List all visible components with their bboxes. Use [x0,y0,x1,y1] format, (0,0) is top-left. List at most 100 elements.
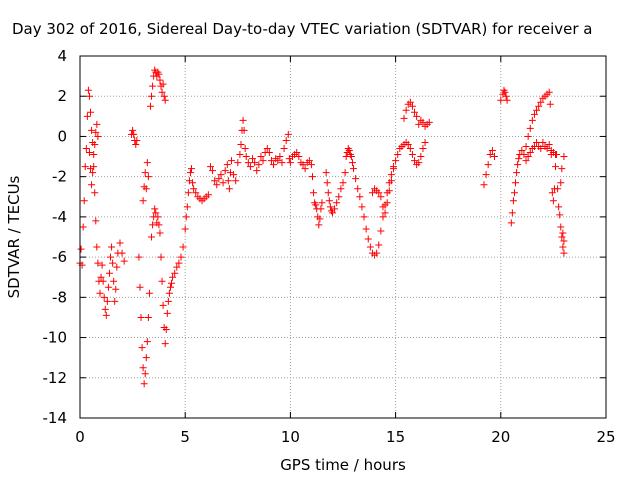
y-tick-label: -4 [52,208,67,226]
data-point [129,126,137,134]
data-point [155,221,163,229]
data-point [93,243,101,251]
data-point [406,145,414,153]
data-point [545,140,553,148]
y-tick-label: -14 [43,409,68,427]
x-axis-label: GPS time / hours [280,456,406,474]
data-point [173,263,181,271]
data-point [379,213,387,221]
data-point [274,157,282,165]
data-point [116,239,124,247]
chart-title: Day 302 of 2016, Sidereal Day-to-day VTE… [12,20,593,38]
data-point [295,153,303,161]
x-tick-label: 20 [491,428,510,446]
data-point [251,159,259,167]
data-point [299,161,307,169]
data-point [143,159,151,167]
data-point [559,243,567,251]
data-point [182,213,190,221]
data-point [240,126,248,134]
data-point [130,130,138,138]
data-point [533,106,541,114]
data-point [104,283,112,291]
data-point [267,157,275,165]
data-point [184,189,192,197]
data-point [93,120,101,128]
y-tick-label: -8 [52,288,67,306]
data-point [364,235,372,243]
data-point [280,145,288,153]
data-point [192,189,200,197]
plot-frame [79,55,607,419]
data-point [236,151,244,159]
data-point [155,70,163,78]
data-point [257,153,265,161]
data-point [143,338,151,346]
data-point [88,126,96,134]
data-point [548,189,556,197]
data-point [326,203,334,211]
data-point [488,147,496,155]
data-point [509,197,517,205]
data-point [545,88,553,96]
data-point [537,145,545,153]
y-tick-label: 2 [57,87,67,105]
data-point [94,259,102,267]
data-point [224,177,232,185]
data-point [522,143,530,150]
data-point [85,149,93,157]
data-point [404,140,412,148]
data-point [524,153,532,161]
data-point [241,145,249,153]
data-point [97,273,105,281]
data-point [373,249,381,257]
data-point [161,96,169,104]
data-point [181,225,189,233]
data-point [215,175,223,183]
data-point [408,102,416,110]
data-point [537,98,545,106]
data-point [276,153,284,161]
data-point [98,261,106,269]
data-point [120,257,128,265]
data-point [514,161,522,169]
data-point [284,130,292,138]
data-point [556,211,564,219]
data-point [530,110,538,118]
y-tick-label: -12 [43,369,68,387]
data-point [132,140,140,148]
data-point [171,269,179,277]
data-point [227,157,235,165]
data-point [211,177,219,185]
data-point [142,185,150,193]
data-point [383,199,391,207]
data-point [259,157,267,165]
data-point [159,301,167,309]
data-point [305,157,313,165]
data-point [286,159,294,167]
data-point [560,153,568,161]
data-point [381,209,389,217]
data-point [140,380,148,388]
data-point [352,175,360,183]
x-tick-labels: 0 5 10 15 20 25 [75,428,615,446]
data-point [560,249,568,257]
data-point [87,165,95,173]
data-point [508,209,516,217]
data-point [144,173,152,181]
data-point [392,157,400,165]
data-point [265,149,273,157]
data-point [237,140,245,148]
data-point [535,102,543,110]
data-point [415,120,423,128]
data-point [518,147,526,155]
data-point [217,171,225,179]
data-point [368,189,376,197]
data-point [77,245,85,253]
data-point [158,88,166,96]
data-point [165,289,173,297]
data-point [109,259,117,267]
data-point [92,128,100,136]
data-point [522,157,530,165]
data-point [263,145,271,153]
